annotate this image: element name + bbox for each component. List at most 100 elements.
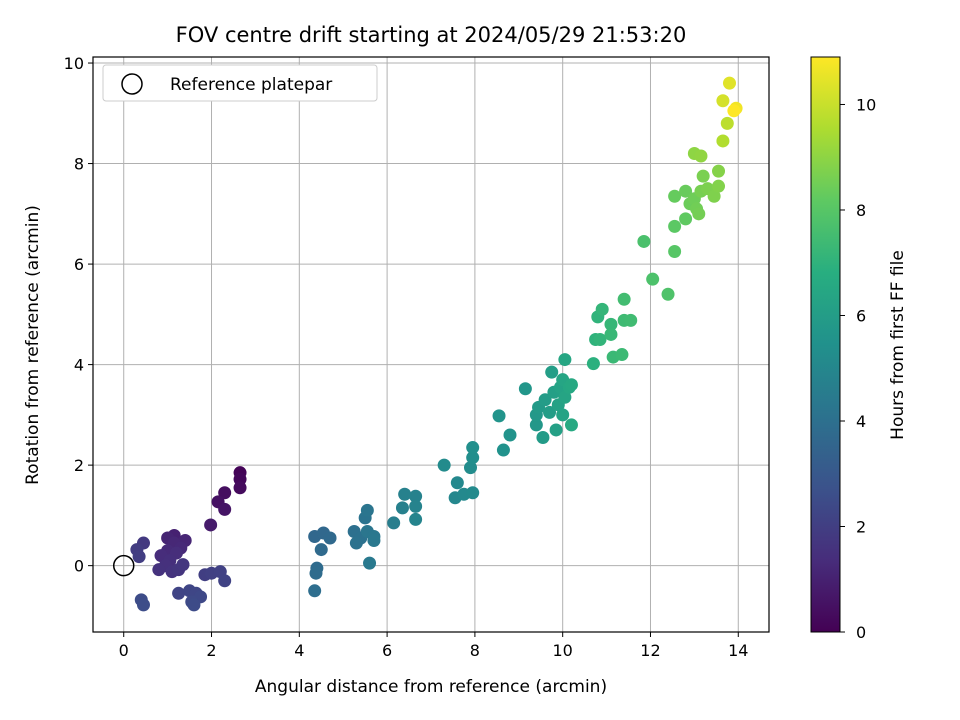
reference-platepar-marker <box>112 554 135 577</box>
x-tick-label: 2 <box>206 641 216 660</box>
data-points <box>130 76 743 612</box>
data-point <box>409 489 423 503</box>
data-point <box>545 365 559 379</box>
data-point <box>466 441 480 455</box>
legend: Reference platepar <box>102 64 378 102</box>
data-point <box>595 302 609 316</box>
data-point <box>556 408 570 422</box>
data-point <box>387 516 401 530</box>
data-point <box>314 543 328 557</box>
data-point <box>204 518 218 532</box>
y-tick-label: 10 <box>64 54 84 73</box>
data-point <box>466 486 480 500</box>
x-tick-label: 12 <box>640 641 660 660</box>
data-point <box>309 566 323 580</box>
data-point <box>727 104 741 118</box>
data-point <box>668 219 682 233</box>
colorbar-tick-label: 0 <box>856 623 866 642</box>
colorbar-label: Hours from first FF file <box>888 250 908 440</box>
data-point <box>604 327 618 341</box>
x-tick-label: 0 <box>119 641 129 660</box>
data-point <box>586 357 600 371</box>
y-tick-label: 6 <box>74 255 84 274</box>
data-point <box>637 234 651 248</box>
data-point <box>617 292 631 306</box>
data-point <box>707 189 721 203</box>
data-point <box>308 584 322 598</box>
data-point <box>409 512 423 526</box>
data-point <box>218 502 232 516</box>
data-point <box>529 418 543 432</box>
x-axis-label: Angular distance from reference (arcmin) <box>255 677 607 697</box>
data-point <box>694 149 708 163</box>
data-point <box>722 76 736 90</box>
data-point <box>398 487 412 501</box>
legend-box <box>102 64 378 102</box>
data-point <box>360 503 374 517</box>
data-point <box>668 189 682 203</box>
x-tick-label: 10 <box>553 641 573 660</box>
x-tick-label: 6 <box>382 641 392 660</box>
y-axis-label: Rotation from reference (arcmin) <box>23 205 43 485</box>
data-point <box>661 287 675 301</box>
data-point <box>716 94 730 108</box>
data-point <box>543 405 557 419</box>
data-point <box>464 461 478 475</box>
colorbar: 0 2 4 6 8 10 Hours from first FF file <box>810 56 908 642</box>
data-point <box>409 499 423 513</box>
data-point <box>536 430 550 444</box>
data-point <box>593 332 607 346</box>
data-point <box>450 476 464 490</box>
data-point <box>218 486 232 500</box>
data-point <box>395 501 409 515</box>
data-point <box>558 353 572 367</box>
y-tick-label: 2 <box>74 456 84 475</box>
data-point <box>549 423 563 437</box>
data-point <box>172 586 186 600</box>
data-point <box>323 531 337 545</box>
colorbar-tick-label: 4 <box>856 412 866 431</box>
data-point <box>136 598 150 612</box>
data-point <box>538 393 552 407</box>
plot-frame <box>92 56 770 633</box>
chart-title: FOV centre drift starting at 2024/05/29 … <box>176 23 687 47</box>
data-point <box>646 272 660 286</box>
grid-lines <box>93 57 769 632</box>
data-point <box>564 378 578 392</box>
data-point <box>679 184 693 198</box>
colorbar-tick-label: 10 <box>856 95 876 114</box>
data-point <box>466 451 480 465</box>
y-tick-label: 4 <box>74 356 84 375</box>
data-point <box>518 382 532 396</box>
x-tick-label: 8 <box>470 641 480 660</box>
data-point <box>712 164 726 178</box>
data-point <box>496 443 510 457</box>
data-point <box>696 169 710 183</box>
data-point <box>152 563 166 577</box>
x-tick-label: 14 <box>728 641 748 660</box>
data-point <box>349 536 363 550</box>
data-point <box>363 556 377 570</box>
data-point <box>367 534 381 548</box>
data-point <box>679 212 693 226</box>
data-point <box>720 116 734 130</box>
legend-marker-icon <box>121 73 143 95</box>
data-point <box>132 550 146 564</box>
data-point <box>712 179 726 193</box>
data-point <box>437 458 451 472</box>
data-point <box>187 598 201 612</box>
x-tick-label: 4 <box>294 641 304 660</box>
y-tick-label: 0 <box>74 557 84 576</box>
data-point <box>604 317 618 331</box>
data-point <box>233 481 247 495</box>
data-point <box>692 207 706 221</box>
data-point <box>624 313 638 327</box>
data-point <box>492 409 506 423</box>
data-point <box>176 558 190 572</box>
colorbar-tick-label: 8 <box>856 201 866 220</box>
y-axis-ticks: 0 2 4 6 8 10 <box>64 54 93 576</box>
colorbar-tick-label: 2 <box>856 517 866 536</box>
data-point <box>503 428 517 442</box>
y-tick-label: 8 <box>74 155 84 174</box>
